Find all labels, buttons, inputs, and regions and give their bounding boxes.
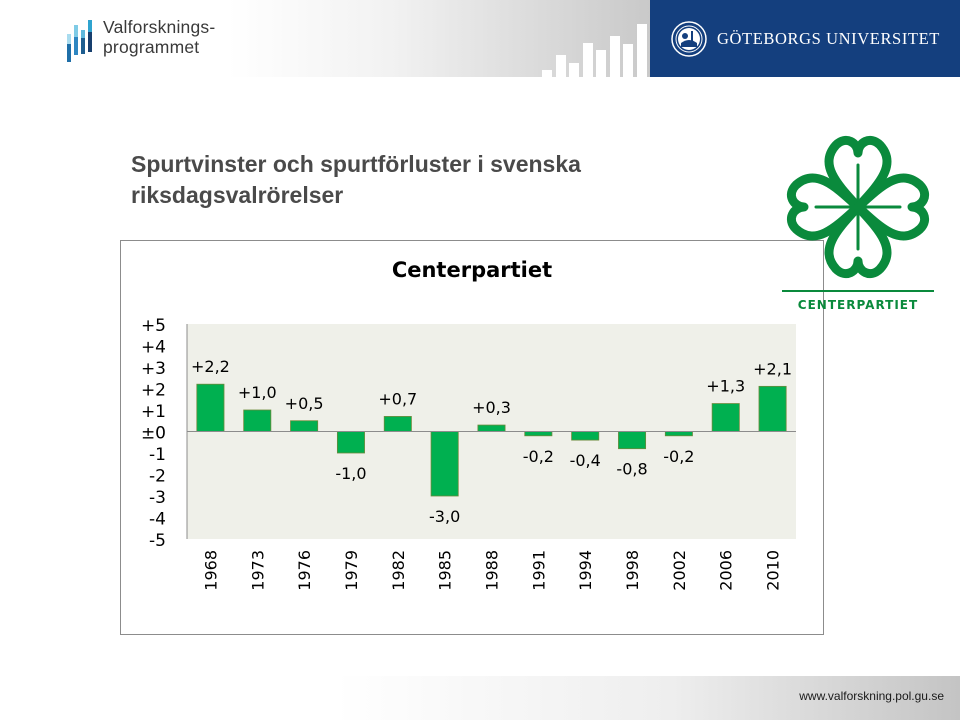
bar-2006[interactable]: [711, 403, 740, 432]
bar-2002[interactable]: [664, 431, 693, 437]
y-tick-label: +3: [141, 359, 166, 379]
data-label: -0,2: [523, 447, 554, 466]
bar-1985[interactable]: [430, 431, 459, 497]
data-label: -0,2: [663, 447, 694, 466]
bar-1979[interactable]: [336, 431, 365, 454]
data-label: +0,7: [378, 389, 417, 408]
footer-url[interactable]: www.valforskning.pol.gu.se: [799, 689, 944, 703]
university-name: GÖTEBORGS UNIVERSITET: [717, 29, 940, 48]
bar-1976[interactable]: [290, 420, 319, 432]
bar-1994[interactable]: [571, 431, 600, 441]
x-tick-label: 1968: [201, 550, 220, 591]
y-tick-label: ±0: [141, 424, 166, 444]
x-tick-label: 1973: [248, 550, 267, 591]
x-tick-label: 2006: [717, 550, 736, 591]
data-label: +1,0: [238, 383, 277, 402]
y-tick-label: -3: [149, 488, 166, 508]
bar-2010[interactable]: [758, 385, 787, 432]
data-label: +0,5: [285, 394, 324, 413]
clover-veins: [814, 163, 902, 251]
chart-title: Centerpartiet: [392, 258, 552, 282]
data-label: +0,3: [472, 398, 511, 417]
y-tick-label: +4: [141, 338, 166, 358]
program-logo-text: Valforsknings- programmet: [103, 17, 215, 57]
plot-area: +5+4+3+2+1±0-1-2-3-4-5 +2,2 1968 +1,0 1973 +0…: [141, 316, 796, 591]
x-tick-label: 1991: [529, 550, 548, 591]
y-tick-label: -2: [149, 467, 166, 487]
x-tick-label: 1994: [576, 550, 595, 591]
four-leaf-clover-icon: [787, 136, 929, 278]
program-logo-line1: Valforsknings-: [103, 17, 216, 37]
header-banner: Valforsknings- programmet: [0, 0, 650, 77]
x-tick-label: 1982: [389, 550, 408, 591]
x-tick-label: 1979: [342, 550, 361, 591]
y-tick-label: -5: [149, 531, 166, 551]
data-label: +2,1: [753, 359, 792, 378]
x-tick-label: 2002: [670, 550, 689, 591]
bar-1973[interactable]: [243, 409, 272, 432]
data-label: +1,3: [706, 377, 745, 396]
data-label: -3,0: [429, 507, 460, 526]
bar-1968[interactable]: [196, 383, 225, 432]
decorative-bars: [542, 24, 647, 77]
y-tick-label: -4: [149, 510, 166, 530]
bar-1991[interactable]: [524, 431, 553, 437]
x-tick-label: 1985: [436, 550, 455, 591]
party-name: CENTERPARTIET: [798, 298, 918, 312]
slide-title: Spurtvinster och spurtförluster i svensk…: [131, 151, 581, 208]
x-tick-label: 1976: [295, 550, 314, 591]
program-logo-line2: programmet: [103, 37, 200, 57]
bar-chart-logo-icon: [67, 20, 92, 62]
data-label: -0,8: [616, 460, 647, 479]
data-label: -1,0: [335, 464, 366, 483]
y-tick-label: -1: [149, 445, 166, 465]
x-tick-label: 1998: [623, 550, 642, 591]
party-logo: CENTERPARTIET: [782, 136, 934, 312]
university-seal-icon: [671, 21, 707, 57]
y-tick-label: +2: [141, 381, 166, 401]
bar-1998[interactable]: [618, 431, 647, 450]
x-tick-label: 2010: [764, 550, 783, 591]
bar-1982[interactable]: [383, 416, 412, 432]
data-label: +2,2: [191, 357, 230, 376]
footer-banner: [0, 676, 960, 720]
data-label: -0,4: [570, 451, 601, 470]
bar-chart: Centerpartiet +5+4+3+2+1±0-1-2-3-4-5 +2,2…: [141, 258, 796, 591]
bar-1988[interactable]: [477, 424, 506, 432]
x-tick-label: 1988: [483, 550, 502, 591]
y-tick-label: +5: [141, 316, 166, 336]
y-tick-label: +1: [141, 402, 166, 422]
